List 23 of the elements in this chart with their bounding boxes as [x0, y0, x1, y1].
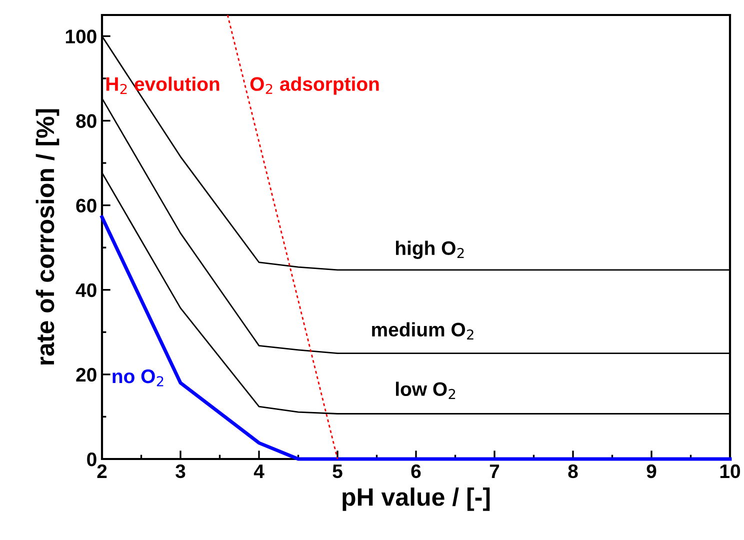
- x-tick-label: 5: [332, 464, 342, 478]
- x-tick-label: 6: [411, 464, 421, 478]
- series-label: high O$_{2}$: [396, 240, 464, 259]
- x-axis-title: pH value / [-]: [342, 488, 490, 511]
- annotation: O$_{2}$ adsorption: [250, 76, 379, 95]
- x-tick-label: 9: [646, 464, 656, 478]
- y-tick-label: 20: [76, 368, 96, 382]
- x-tick-label: 7: [490, 464, 500, 478]
- y-tick-label: 40: [76, 283, 96, 298]
- series-label: low O$_{2}$: [396, 382, 456, 399]
- x-tick-label: 2: [97, 464, 107, 478]
- y-tick-label: 100: [66, 30, 96, 44]
- y-tick-label: 0: [87, 452, 96, 466]
- x-tick-label: 3: [176, 464, 186, 478]
- series-label: medium O$_{2}$: [372, 322, 474, 340]
- x-tick-label: 4: [254, 464, 264, 478]
- annotation: H$_{2}$ evolution: [106, 76, 220, 94]
- x-tick-label: 10: [720, 464, 740, 478]
- y-axis-title: rate of corrosion / [%]: [36, 109, 60, 365]
- x-tick-label: 8: [568, 464, 578, 478]
- y-tick-label: 60: [76, 198, 96, 213]
- series-label: no O$_{2}$: [112, 369, 164, 386]
- y-tick-label: 80: [76, 114, 96, 128]
